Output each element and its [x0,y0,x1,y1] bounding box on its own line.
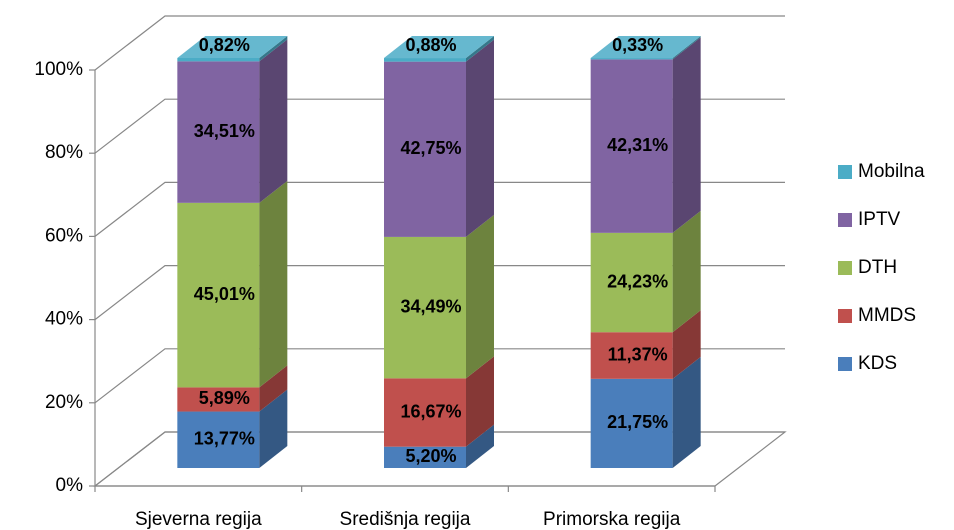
legend-swatch [838,165,852,179]
bar-segment [384,61,466,237]
value-label: 34,49% [400,296,461,316]
x-tick-label: Primorska regija [543,509,681,530]
bar-segment [384,446,466,468]
value-label: 5,89% [199,388,250,408]
bar-top [384,36,494,59]
grid-line [94,181,785,237]
bar-side [672,37,701,233]
y-tick-label: 0% [56,475,84,496]
bar-top [590,36,701,59]
value-label: 42,75% [400,138,461,158]
x-tick-label: Središnja regija [340,509,471,530]
legend-swatch [838,213,852,227]
bar-side [466,36,494,62]
bar-side [672,36,701,60]
bar-segment [384,58,466,62]
y-tick-label: 100% [34,59,83,80]
value-label: 11,37% [608,344,668,364]
legend-label: MMDS [858,305,916,326]
legend-label: KDS [858,353,897,374]
y-tick-label: 20% [45,392,83,413]
bar-segment [590,59,673,233]
bar-side [466,214,494,379]
y-tick-label: 80% [45,142,83,163]
bar-segment [590,232,673,333]
value-label: 21,75% [607,412,668,432]
value-label: 0,82% [199,35,250,55]
value-label: 42,31% [607,135,668,155]
legend-label: DTH [858,257,897,278]
grid-line [94,265,785,321]
bar-segment [384,378,466,447]
bar-side [466,424,494,468]
value-label: 45,01% [194,284,255,304]
bar-side [466,356,494,447]
bar-segment [177,202,260,388]
value-label: 34,51% [194,121,255,141]
bar-side [259,39,288,203]
legend-swatch [838,261,852,275]
grid-line [94,98,785,154]
bar-side [466,39,494,237]
value-label: 16,67% [400,401,461,421]
bar-side [259,389,288,468]
bar-segment [177,58,260,62]
y-tick-label: 40% [45,309,83,330]
grid-line [94,431,785,487]
bar-segment [590,378,673,468]
bar-segment [590,332,673,379]
y-tick-label: 60% [45,225,83,246]
grid-line [94,348,785,404]
bar-side [259,36,288,62]
value-label: 24,23% [607,271,668,291]
legend-label: Mobilna [858,161,925,182]
bar-side [672,210,701,333]
bar-segment [177,411,260,468]
legend-label: IPTV [858,209,901,230]
bar-side [672,310,701,379]
bar-side [259,180,288,388]
bar-top [177,36,288,58]
bar-side [672,356,701,468]
x-tick-label: Sjeverna regija [135,509,262,530]
value-label: 0,88% [405,35,456,55]
bar-segment [177,61,260,203]
bar-side [259,365,288,412]
value-label: 5,20% [405,446,456,466]
bar-segment [590,58,673,60]
legend-swatch [838,357,852,371]
bar-segment [384,236,466,379]
bar-segment [177,387,260,412]
value-label: 0,33% [612,35,663,55]
grid-line [94,15,785,71]
value-label: 13,77% [194,429,255,449]
legend-swatch [838,309,852,323]
